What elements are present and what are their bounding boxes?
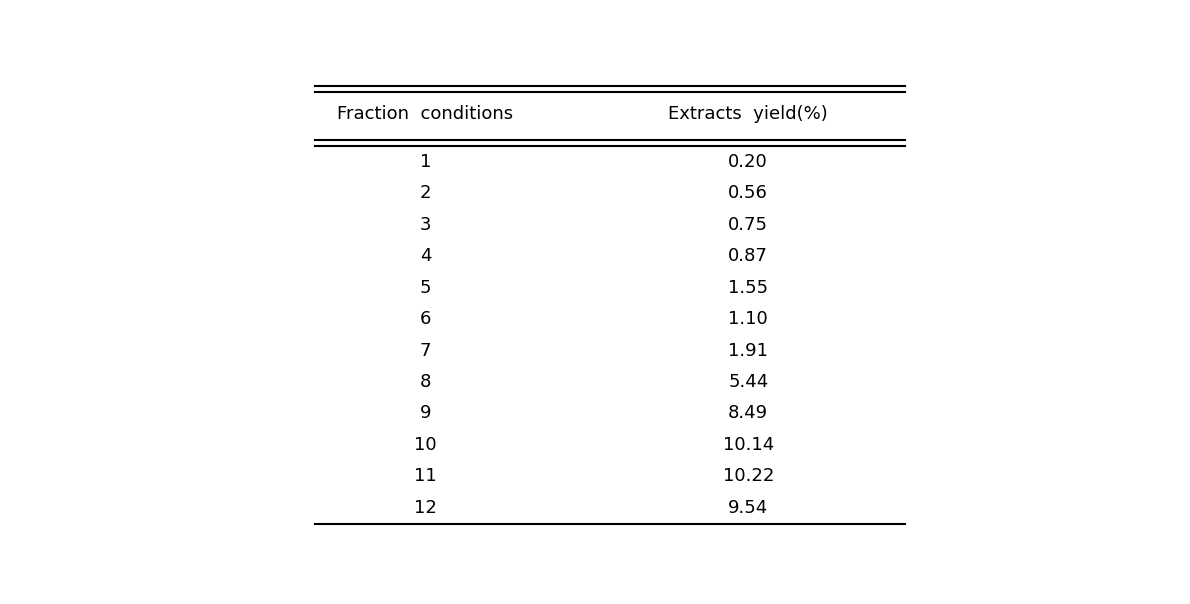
Text: 10: 10 [414, 436, 437, 454]
Text: 0.56: 0.56 [728, 184, 769, 202]
Text: 0.87: 0.87 [728, 247, 769, 265]
Text: 8: 8 [420, 373, 431, 391]
Text: 10.22: 10.22 [722, 467, 774, 486]
Text: 11: 11 [414, 467, 437, 486]
Text: 8.49: 8.49 [728, 405, 769, 422]
Text: 1.91: 1.91 [728, 341, 769, 359]
Text: Extracts  yield(%): Extracts yield(%) [669, 105, 828, 123]
Text: 10.14: 10.14 [722, 436, 774, 454]
Text: 1: 1 [420, 153, 431, 171]
Text: 9.54: 9.54 [728, 499, 769, 517]
Text: 9: 9 [420, 405, 431, 422]
Text: 5: 5 [420, 278, 431, 297]
Text: Fraction  conditions: Fraction conditions [337, 105, 514, 123]
Text: 2: 2 [420, 184, 431, 202]
Text: 7: 7 [420, 341, 431, 359]
Text: 6: 6 [420, 310, 431, 328]
Text: 1.55: 1.55 [728, 278, 769, 297]
Text: 0.75: 0.75 [728, 216, 769, 234]
Text: 3: 3 [420, 216, 431, 234]
Text: 12: 12 [414, 499, 437, 517]
Text: 5.44: 5.44 [728, 373, 769, 391]
Text: 4: 4 [420, 247, 431, 265]
Text: 0.20: 0.20 [728, 153, 768, 171]
Text: 1.10: 1.10 [728, 310, 768, 328]
